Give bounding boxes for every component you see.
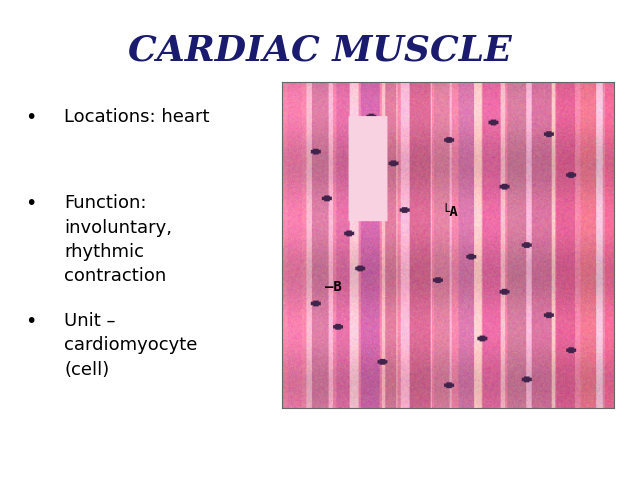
Text: └A: └A	[442, 205, 458, 219]
Text: •: •	[26, 194, 37, 214]
Text: Locations: heart: Locations: heart	[64, 108, 209, 126]
Text: •: •	[26, 312, 37, 331]
Text: Function:
involuntary,
rhythmic
contraction: Function: involuntary, rhythmic contract…	[64, 194, 172, 285]
Text: Unit –
cardiomyocyte
(cell): Unit – cardiomyocyte (cell)	[64, 312, 197, 379]
Text: CARDIAC MUSCLE: CARDIAC MUSCLE	[128, 34, 512, 68]
Text: •: •	[26, 108, 37, 127]
Text: –B: –B	[325, 280, 342, 294]
